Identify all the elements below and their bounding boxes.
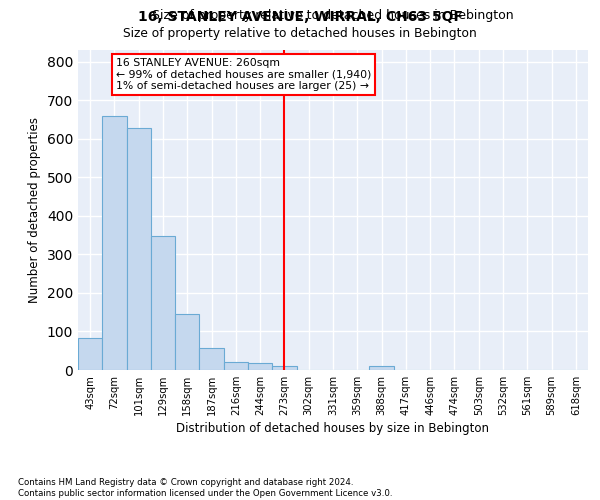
Text: Size of property relative to detached houses in Bebington: Size of property relative to detached ho…: [123, 28, 477, 40]
Bar: [102, 116, 127, 370]
Bar: [272, 366, 296, 370]
Y-axis label: Number of detached properties: Number of detached properties: [28, 117, 41, 303]
Bar: [175, 314, 199, 370]
Bar: [224, 362, 248, 370]
Text: 16 STANLEY AVENUE: 260sqm
← 99% of detached houses are smaller (1,940)
1% of sem: 16 STANLEY AVENUE: 260sqm ← 99% of detac…: [116, 58, 371, 91]
Bar: [370, 366, 394, 370]
Title: Size of property relative to detached houses in Bebington: Size of property relative to detached ho…: [152, 10, 514, 22]
Bar: [78, 338, 102, 370]
X-axis label: Distribution of detached houses by size in Bebington: Distribution of detached houses by size …: [176, 422, 490, 435]
Bar: [248, 362, 272, 370]
Bar: [199, 348, 224, 370]
Text: 16, STANLEY AVENUE, WIRRAL, CH63 5QF: 16, STANLEY AVENUE, WIRRAL, CH63 5QF: [137, 10, 463, 24]
Bar: [151, 236, 175, 370]
Bar: [127, 128, 151, 370]
Text: Contains HM Land Registry data © Crown copyright and database right 2024.
Contai: Contains HM Land Registry data © Crown c…: [18, 478, 392, 498]
